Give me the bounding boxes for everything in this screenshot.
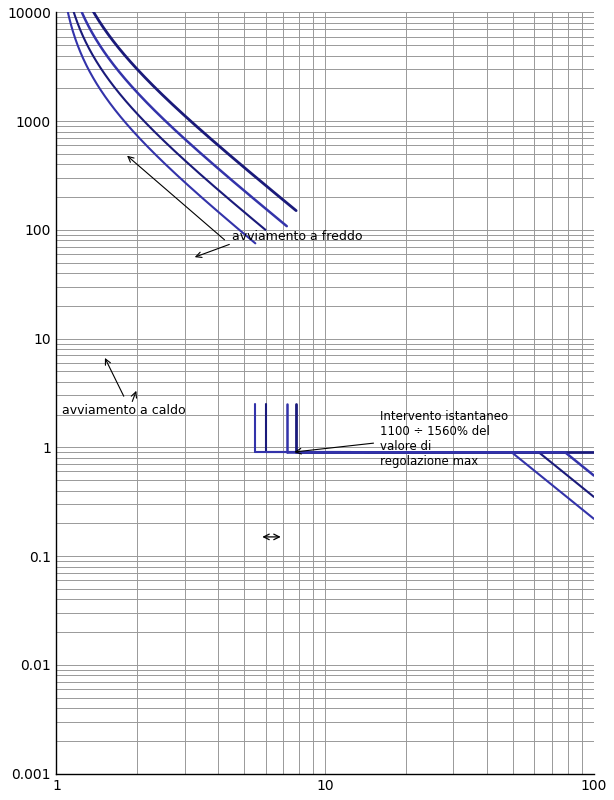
Text: Intervento istantaneo
1100 ÷ 1560% del
valore di
regolazione max: Intervento istantaneo 1100 ÷ 1560% del v… [380,410,508,468]
Text: avviamento a freddo: avviamento a freddo [232,230,362,243]
Text: avviamento a caldo: avviamento a caldo [62,404,185,417]
